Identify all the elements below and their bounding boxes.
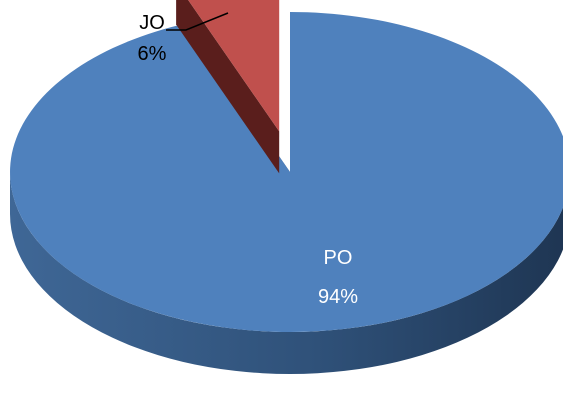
jo-value-label: 6% xyxy=(138,43,167,65)
po-name-label: PO xyxy=(324,247,353,269)
po-value-label: 94% xyxy=(318,286,358,308)
jo-top xyxy=(188,0,280,132)
pie-slice-po xyxy=(10,12,563,374)
jo-name-label: JO xyxy=(139,12,165,34)
jo-wall-1 xyxy=(176,0,280,174)
jo-leader-line xyxy=(166,12,229,31)
pie-slice-jo xyxy=(176,0,280,174)
po-top xyxy=(10,12,563,332)
po-side xyxy=(10,172,563,374)
